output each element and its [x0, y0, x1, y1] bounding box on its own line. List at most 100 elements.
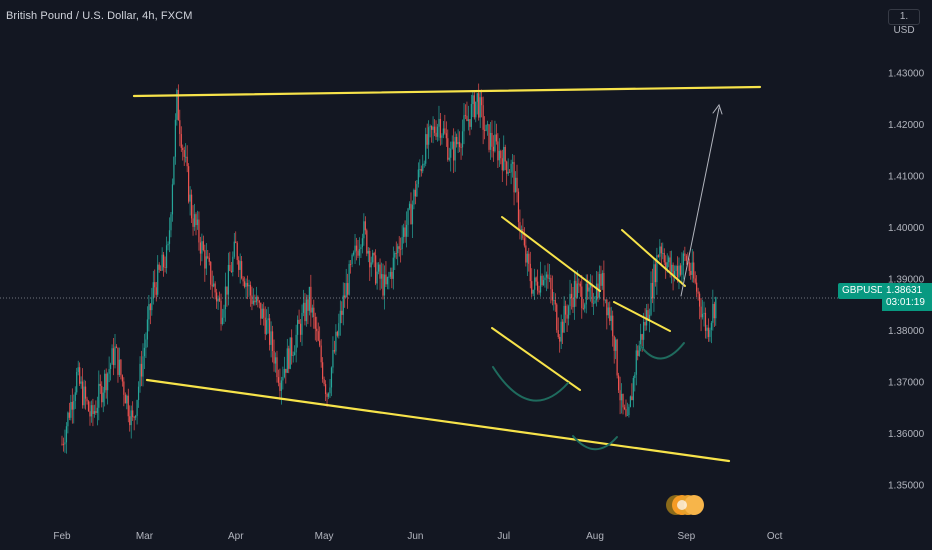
candle	[358, 237, 361, 266]
candle	[529, 251, 531, 289]
candle	[93, 404, 95, 418]
candle	[470, 94, 472, 130]
candle	[376, 262, 378, 290]
candle	[124, 392, 126, 404]
candle	[266, 309, 268, 336]
candle	[86, 396, 88, 405]
candle	[233, 232, 235, 259]
candle	[61, 435, 63, 446]
candle	[230, 261, 232, 273]
candle	[551, 275, 553, 306]
projection-arrow-head[interactable]	[712, 103, 723, 115]
candle	[67, 411, 69, 434]
candle	[227, 252, 229, 306]
candle	[357, 240, 359, 259]
candle	[87, 400, 90, 412]
drawings[interactable]	[132, 85, 762, 463]
candle	[414, 180, 416, 205]
currency-selector[interactable]: 1. USD	[888, 9, 920, 36]
candle	[544, 265, 546, 288]
candle	[389, 267, 391, 279]
price-tick-label: 1.35000	[888, 481, 925, 492]
time-tick-label: Apr	[228, 531, 244, 542]
candle	[458, 131, 461, 153]
candle-countdown: 03:01:19	[886, 297, 925, 308]
candle	[604, 299, 606, 304]
candle	[548, 263, 550, 283]
candle	[713, 301, 715, 327]
candle	[438, 105, 440, 141]
resistance-trendline[interactable]	[132, 85, 762, 98]
candle	[185, 143, 187, 163]
price-tick-label: 1.39000	[888, 275, 925, 286]
candle	[619, 376, 621, 415]
candle	[282, 366, 284, 390]
candle	[208, 252, 210, 266]
candle	[383, 265, 386, 310]
candle	[258, 299, 260, 309]
candle	[541, 273, 543, 287]
candle	[682, 250, 684, 280]
time-axis[interactable]: Feb Mar Apr May Jun Jul Aug Sep Oct	[53, 531, 782, 542]
last-price-value: 1.38631	[886, 285, 923, 296]
candle	[650, 271, 652, 317]
candle	[305, 294, 308, 327]
candle	[238, 256, 240, 278]
candle	[338, 313, 340, 339]
candle	[497, 133, 499, 169]
candle	[629, 395, 631, 408]
events-icon[interactable]	[666, 495, 704, 515]
candle	[252, 288, 255, 306]
channel2-lower-line[interactable]	[613, 301, 671, 332]
price-tick-label: 1.43000	[888, 69, 925, 80]
candle	[77, 360, 79, 376]
candle	[273, 339, 275, 372]
candle	[261, 304, 263, 320]
candle	[330, 366, 333, 397]
candle	[388, 271, 390, 290]
channel1-lower-line[interactable]	[491, 327, 581, 391]
candle	[653, 258, 655, 312]
candle	[514, 171, 517, 193]
candle	[286, 338, 288, 373]
candle	[482, 96, 484, 145]
support-trendline[interactable]	[145, 378, 731, 463]
projection-arrow-line[interactable]	[680, 107, 720, 297]
candle	[451, 135, 453, 150]
candle	[143, 333, 146, 370]
candle	[151, 287, 153, 316]
candle	[170, 212, 172, 238]
time-tick-label: Mar	[136, 531, 154, 542]
candle	[460, 143, 462, 160]
candle	[260, 302, 262, 326]
candle	[302, 289, 305, 317]
candle	[673, 265, 676, 282]
candle	[320, 339, 322, 368]
price-axis[interactable]: 1.35000 1.36000 1.37000 1.38000 1.39000 1.400…	[888, 69, 925, 492]
candle	[678, 257, 680, 290]
candle	[118, 347, 121, 378]
channel2-upper-line[interactable]	[621, 229, 686, 287]
candle	[526, 250, 528, 277]
curve-arc-1[interactable]	[492, 366, 569, 402]
candle	[572, 286, 574, 314]
candle	[323, 376, 325, 387]
candle	[534, 268, 536, 301]
candle	[448, 147, 450, 162]
curve-arc-3[interactable]	[639, 342, 685, 360]
candle	[495, 123, 497, 145]
price-tick-label: 1.41000	[888, 172, 925, 183]
candle	[403, 223, 405, 244]
channel1-upper-line[interactable]	[501, 216, 601, 292]
candle	[375, 249, 377, 286]
candle	[379, 258, 381, 291]
candle	[573, 272, 576, 320]
candle	[712, 289, 714, 331]
candle	[488, 124, 490, 153]
candle	[310, 274, 312, 327]
candle	[295, 324, 297, 363]
candle	[601, 270, 604, 290]
curve-arc-2[interactable]	[572, 435, 618, 451]
time-tick-label: May	[315, 531, 334, 542]
